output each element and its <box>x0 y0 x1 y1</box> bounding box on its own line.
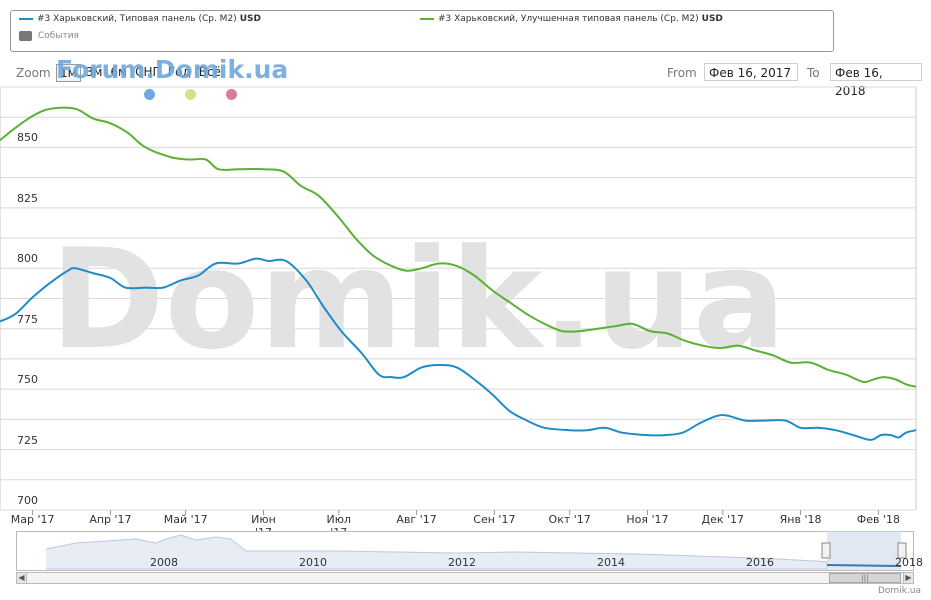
x-tick-label: Янв '18 <box>779 513 822 526</box>
y-tick-label: 750 <box>17 373 38 387</box>
zoom-ytd-button[interactable]: СНГ <box>135 65 160 79</box>
x-tick-label: Окт '17 <box>548 513 591 526</box>
y-tick-label: 800 <box>17 252 38 266</box>
navigator-series <box>45 531 907 570</box>
navigator-year: 2016 <box>746 556 774 569</box>
legend-series2-unit: USD <box>701 14 723 24</box>
event-flag-dot[interactable] <box>226 89 237 100</box>
x-tick-label: Мар '17 <box>10 513 55 526</box>
to-label: To <box>807 66 820 80</box>
y-tick-label: 850 <box>17 131 38 145</box>
from-label: From <box>667 66 697 80</box>
legend-item-events[interactable]: События <box>19 31 79 41</box>
y-tick-label: 700 <box>17 494 38 507</box>
zoom-button-group: 1м 3м 6м СНГ Год Всё <box>56 64 224 82</box>
legend <box>10 10 834 52</box>
y-tick-label: 775 <box>17 312 38 326</box>
y-tick-label: 725 <box>17 433 38 447</box>
legend-series1-label: #3 Харьковский, Типовая панель (Ср. М2) <box>37 14 237 24</box>
event-flag-dot[interactable] <box>144 89 155 100</box>
scroll-right-arrow[interactable]: ▶ <box>903 572 914 584</box>
scroll-left-arrow[interactable]: ◀ <box>16 572 27 584</box>
x-tick-label: Май '17 <box>163 513 208 526</box>
navigator-year: 2012 <box>448 556 476 569</box>
legend-events-label: События <box>38 31 79 41</box>
series-line-1[interactable] <box>0 257 917 441</box>
series-line-2[interactable] <box>0 106 917 388</box>
navigator-selection[interactable] <box>827 531 901 570</box>
zoom-3m-button[interactable]: 3м <box>85 65 103 79</box>
event-flag-dot[interactable] <box>185 89 196 100</box>
legend-series1-unit: USD <box>239 14 261 24</box>
x-tick-label: Авг '17 <box>396 513 437 526</box>
navigator-right-handle[interactable] <box>897 542 907 559</box>
series1-swatch <box>19 18 33 20</box>
navigator-year: 2014 <box>597 556 625 569</box>
navigator-year: 2010 <box>299 556 327 569</box>
from-date-input[interactable]: Фев 16, 2017 <box>704 63 798 81</box>
y-tick-label: 825 <box>17 191 38 205</box>
x-tick-label: Ноя '17 <box>626 513 669 526</box>
watermark: Domik.ua <box>50 219 786 380</box>
x-tick-label: Фев '18 <box>856 513 900 526</box>
series-lines <box>0 106 917 441</box>
zoom-1m-button[interactable]: 1м <box>56 64 81 82</box>
grid-lines <box>0 86 917 515</box>
x-tick-label: Апр '17 <box>89 513 132 526</box>
navigator-left-handle[interactable] <box>821 542 831 559</box>
legend-series2-label: #3 Харьковский, Улучшенная типовая панел… <box>438 14 699 24</box>
zoom-6m-button[interactable]: 6м <box>110 65 128 79</box>
brand-logo: Forum.Domik.ua <box>56 55 289 84</box>
navigator-year: 2018 <box>895 556 923 569</box>
legend-item-series1[interactable]: #3 Харьковский, Типовая панель (Ср. М2) … <box>19 14 261 24</box>
events-swatch <box>19 31 32 41</box>
x-tick-label: Сен '17 <box>473 513 516 526</box>
zoom-label: Zoom <box>16 66 51 80</box>
zoom-all-button[interactable]: Всё <box>198 65 221 79</box>
legend-item-series2[interactable]: #3 Харьковский, Улучшенная типовая панел… <box>420 14 723 24</box>
scroll-thumb[interactable]: ||| <box>829 573 901 583</box>
navigator-year: 2008 <box>150 556 178 569</box>
x-tick-label: Дек '17 <box>701 513 745 526</box>
credit: Domik.ua <box>878 586 921 596</box>
zoom-1y-button[interactable]: Год <box>167 65 191 79</box>
series2-swatch <box>420 18 434 20</box>
scrollbar-track[interactable] <box>16 572 914 584</box>
